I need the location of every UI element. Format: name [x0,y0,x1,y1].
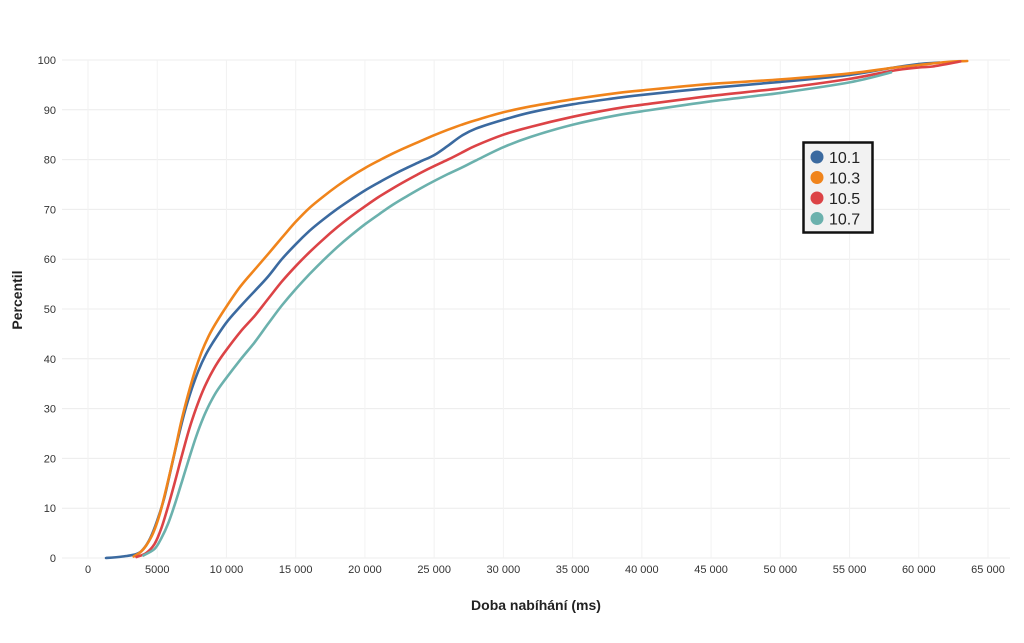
legend-marker-10-7 [810,212,824,225]
x-tick-label: 60 000 [902,564,936,576]
y-tick-label: 30 [44,404,56,416]
x-tick-label: 15 000 [279,564,313,576]
y-axis-ticks: 0 10 20 30 40 50 60 70 80 90 100 [38,55,56,565]
y-tick-label: 10 [44,503,56,515]
x-tick-label: 25 000 [417,564,451,576]
legend-label-10-5: 10.5 [829,191,860,208]
y-axis-title: Percentil [9,270,25,329]
x-tick-label: 20 000 [348,564,382,576]
x-tick-label: 0 [85,564,91,576]
x-tick-label: 55 000 [833,564,867,576]
x-axis-title: Doba nabíhání (ms) [471,597,601,613]
legend-marker-10-1 [810,150,824,164]
series-line-10-3 [132,59,969,558]
legend-marker-10-3 [810,171,824,184]
y-tick-label: 20 [44,453,56,465]
x-tick-label: 50 000 [763,564,797,576]
series-lines [104,59,969,560]
x-tick-label: 35 000 [556,564,590,576]
legend: 10.1 10.3 10.5 10.7 [802,141,874,234]
y-tick-label: 0 [50,553,56,565]
y-tick-label: 50 [44,304,56,316]
y-tick-label: 90 [44,105,56,117]
legend-label-10-1: 10.1 [829,150,860,167]
x-axis-ticks: 0 5000 10 000 15 000 20 000 25 000 30 000 35 00… [85,564,1005,576]
y-tick-label: 100 [38,55,56,67]
x-tick-label: 5000 [145,564,169,576]
y-tick-label: 80 [44,155,56,167]
x-tick-label: 40 000 [625,564,659,576]
x-tick-label: 30 000 [487,564,521,576]
series-line-10-7 [142,71,893,557]
x-tick-label: 65 000 [971,564,1005,576]
legend-label-10-3: 10.3 [829,171,860,188]
x-tick-label: 45 000 [694,564,728,576]
series-line-10-1 [104,61,941,560]
series-line-10-5 [135,60,962,559]
legend-marker-10-5 [810,191,824,205]
grid-lines [62,59,1010,559]
y-tick-label: 60 [44,254,56,266]
x-tick-label: 10 000 [210,564,244,576]
y-tick-label: 40 [44,354,56,366]
y-tick-label: 70 [44,204,56,216]
legend-label-10-7: 10.7 [829,212,860,229]
